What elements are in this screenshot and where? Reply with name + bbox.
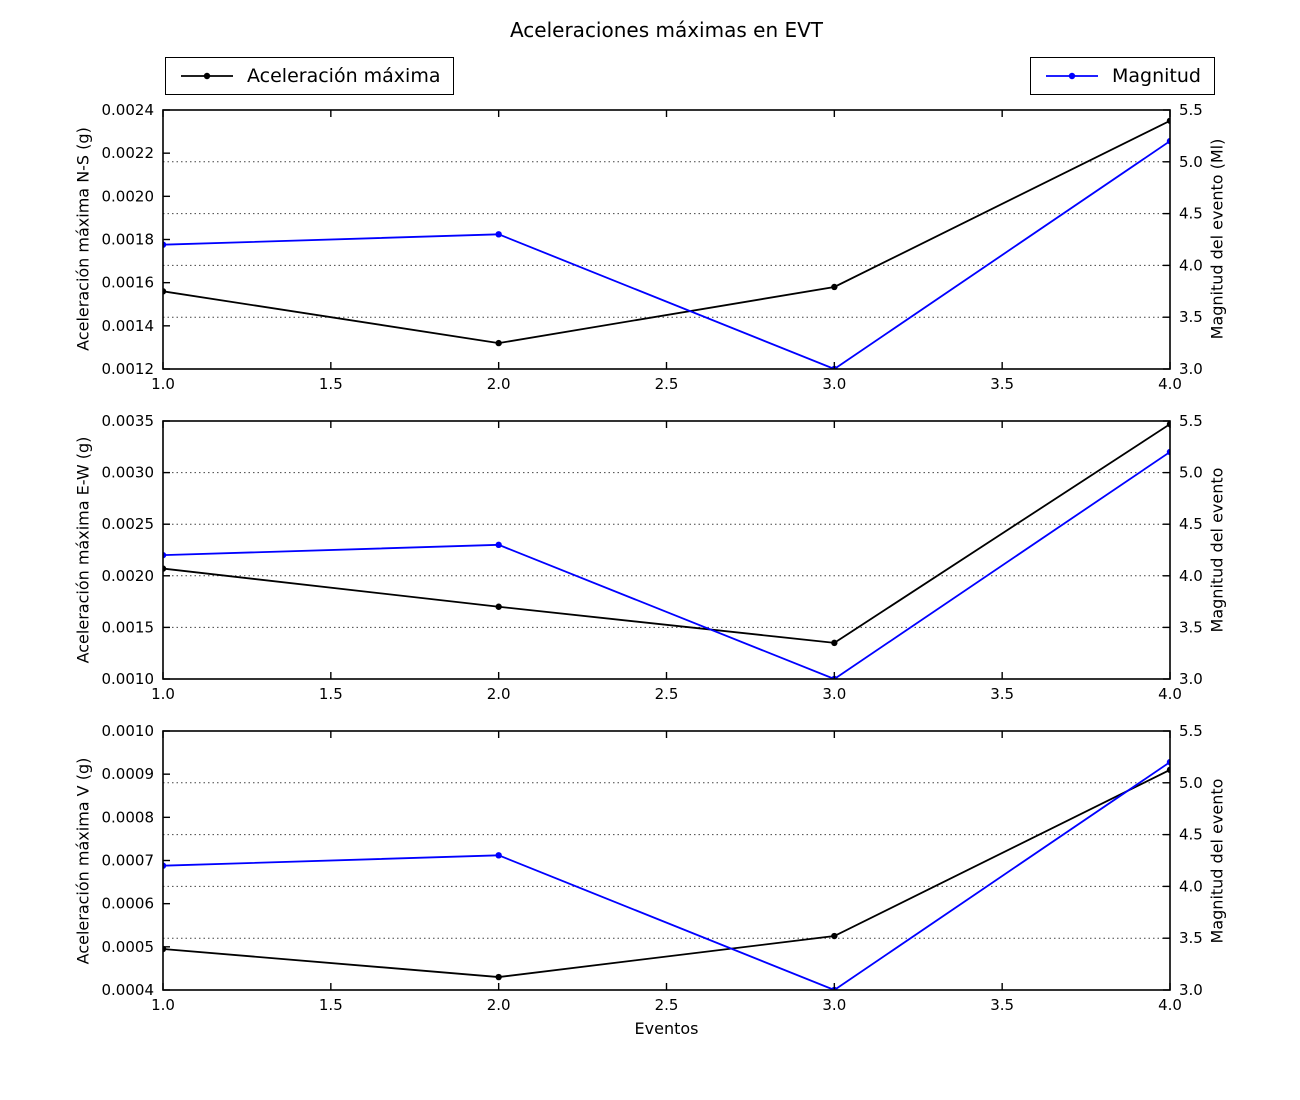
y-tick-label-left: 0.0007: [102, 852, 155, 870]
xaxis-label: Eventos: [634, 1019, 699, 1038]
y-tick-label-right: 3.5: [1179, 618, 1203, 636]
magnitud-marker: [495, 231, 502, 238]
magnitud-marker: [495, 541, 502, 549]
y-tick-label-left: 0.0004: [102, 981, 155, 999]
legend-label-magnitud: Magnitud: [1112, 65, 1201, 87]
x-tick-label: 3.5: [990, 996, 1014, 1014]
x-tick-label: 4.0: [1158, 375, 1182, 393]
y-tick-label-left: 0.0014: [102, 317, 155, 335]
y-tick-label-left: 0.0022: [102, 144, 155, 162]
y-tick-label-right: 5.0: [1179, 774, 1203, 792]
aceleracion-line: [163, 423, 1170, 644]
x-tick-label: 1.0: [151, 996, 175, 1014]
y-tick-label-left: 0.0015: [102, 618, 155, 636]
y-tick-label-left: 0.0005: [102, 938, 155, 956]
ylabel-v-left: Aceleración máxima V (g): [73, 757, 93, 965]
aceleracion-marker: [495, 603, 502, 610]
y-tick-label-left: 0.0020: [102, 567, 155, 585]
y-tick-label-right: 3.0: [1179, 360, 1203, 378]
y-tick-label-right: 5.0: [1179, 153, 1203, 171]
y-tick-label-right: 4.5: [1179, 826, 1203, 844]
legend-line-sample-magnitud: [1046, 72, 1098, 80]
y-tick-label-right: 4.5: [1179, 205, 1203, 223]
x-tick-label: 1.5: [319, 685, 343, 703]
y-tick-label-left: 0.0010: [102, 670, 155, 688]
y-tick-label-left: 0.0035: [102, 412, 155, 430]
y-tick-label-right: 5.5: [1179, 412, 1203, 430]
x-tick-label: 2.5: [655, 685, 679, 703]
subplot-2: 1.0 1.5 2.0 2.5 3.0 3.5 4.0 0.0010 0.0015 0.0020 0…: [102, 412, 1203, 703]
x-tick-label: 2.0: [487, 685, 511, 703]
y-tick-label-left: 0.0018: [102, 231, 155, 249]
y-tick-label-right: 4.0: [1179, 256, 1203, 274]
y-tick-label-right: 3.0: [1179, 670, 1203, 688]
legend-magnitud: Magnitud: [1030, 57, 1215, 95]
aceleracion-marker: [831, 283, 838, 291]
x-tick-label: 1.5: [319, 996, 343, 1014]
y-tick-label-left: 0.0009: [102, 765, 155, 783]
y-tick-label-right: 3.5: [1179, 929, 1203, 947]
legend-label-aceleracion: Aceleración máxima: [247, 65, 441, 87]
y-tick-label-left: 0.0030: [102, 464, 155, 482]
y-tick-label-right: 5.0: [1179, 464, 1203, 482]
y-tick-label-left: 0.0024: [102, 101, 155, 119]
y-tick-label-left: 0.0010: [102, 722, 155, 740]
magnitud-marker: [495, 852, 502, 859]
y-tick-label-right: 4.0: [1179, 567, 1203, 585]
y-tick-label-left: 0.0008: [102, 808, 155, 826]
figure-title: Aceleraciones máximas en EVT: [509, 18, 824, 42]
y-tick-label-right: 5.5: [1179, 722, 1203, 740]
x-tick-label: 3.0: [822, 996, 846, 1014]
x-tick-label: 2.5: [655, 996, 679, 1014]
x-tick-label: 2.0: [487, 375, 511, 393]
legend-marker-magnitud: [1068, 72, 1076, 80]
aceleracion-marker: [831, 639, 838, 647]
aceleracion-line: [163, 119, 1170, 345]
y-tick-label-right: 4.5: [1179, 515, 1203, 533]
y-tick-label-right: 3.0: [1179, 981, 1203, 999]
ylabel-ns-right: Magnitud del evento (Ml): [1207, 138, 1227, 340]
x-tick-label: 1.0: [151, 375, 175, 393]
y-tick-label-right: 4.0: [1179, 877, 1203, 895]
x-tick-label: 3.5: [990, 375, 1014, 393]
aceleracion-line: [163, 769, 1170, 978]
y-tick-label-left: 0.0020: [102, 187, 155, 205]
ylabel-ew-right: Magnitud del evento: [1207, 467, 1227, 633]
ylabel-ew-left: Aceleración máxima E-W (g): [73, 436, 93, 664]
aceleracion-marker: [831, 932, 838, 940]
x-tick-label: 2.0: [487, 996, 511, 1014]
legend-marker-aceleracion: [203, 72, 211, 80]
aceleracion-marker: [495, 973, 502, 981]
magnitud-line: [163, 451, 1170, 679]
x-tick-label: 4.0: [1158, 996, 1182, 1014]
magnitud-line: [163, 761, 1170, 990]
magnitud-line: [163, 140, 1170, 369]
x-tick-label: 3.0: [822, 685, 846, 703]
aceleracion-marker: [495, 339, 502, 347]
y-tick-label-right: 5.5: [1179, 101, 1203, 119]
y-tick-label-left: 0.0016: [102, 274, 155, 292]
subplot-1: 1.0 1.5 2.0 2.5 3.0 3.5 4.0 0.0012 0.0014 0.0016 0…: [102, 101, 1203, 393]
y-tick-label-left: 0.0006: [102, 895, 155, 913]
x-tick-label: 1.5: [319, 375, 343, 393]
legend-aceleracion: Aceleración máxima: [165, 57, 455, 95]
x-tick-label: 3.0: [822, 375, 846, 393]
ylabel-v-right: Magnitud del evento: [1207, 778, 1227, 944]
y-tick-label-left: 0.0012: [102, 360, 155, 378]
subplot-3: 1.0 1.5 2.0 2.5 3.0 3.5 4.0 0.0004 0.0005 0.0006 0…: [102, 722, 1203, 1014]
y-tick-label-right: 3.5: [1179, 308, 1203, 326]
x-tick-label: 1.0: [151, 685, 175, 703]
legend-line-sample-aceleracion: [181, 72, 233, 80]
x-tick-label: 3.5: [990, 685, 1014, 703]
y-tick-label-left: 0.0025: [102, 515, 155, 533]
x-tick-label: 4.0: [1158, 685, 1182, 703]
ylabel-ns-left: Aceleración máxima N-S (g): [73, 127, 93, 351]
x-tick-label: 2.5: [655, 375, 679, 393]
